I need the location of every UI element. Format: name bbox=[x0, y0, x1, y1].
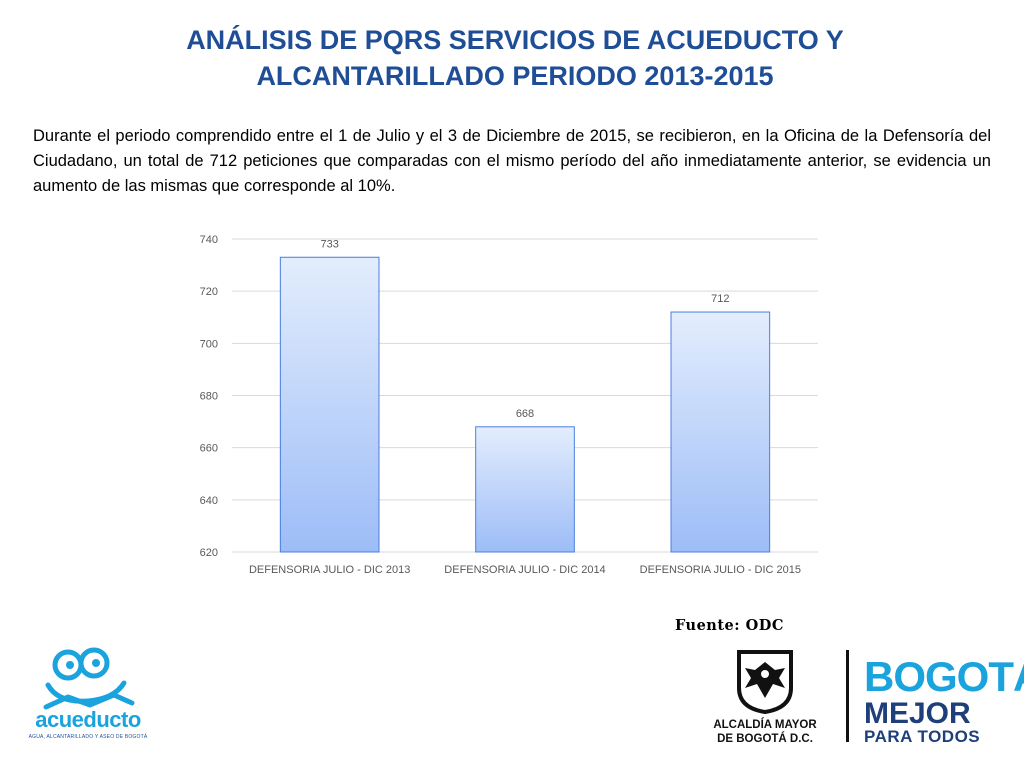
y-tick-label: 700 bbox=[200, 338, 218, 350]
acueducto-logo: acueducto AGUA, ALCANTARILLADO Y ASEO DE… bbox=[28, 645, 148, 750]
x-tick-label: DEFENSORIA JULIO - DIC 2013 bbox=[249, 564, 410, 576]
coat-of-arms-icon bbox=[737, 650, 793, 714]
y-tick-label: 680 bbox=[200, 391, 218, 403]
y-tick-label: 620 bbox=[200, 547, 218, 559]
alcaldia-logo: ALCALDÍA MAYOR DE BOGOTÁ D.C. bbox=[705, 648, 825, 748]
logo-divider bbox=[846, 650, 849, 742]
bar bbox=[670, 311, 771, 553]
data-label: 733 bbox=[320, 238, 338, 250]
bogota-mejor-logo: BOGOTÁ MEJOR PARA TODOS bbox=[862, 645, 1024, 750]
bogota-line-3: PARA TODOS bbox=[864, 727, 981, 746]
bogota-line-1: BOGOTÁ bbox=[864, 653, 1024, 700]
x-axis-labels: DEFENSORIA JULIO - DIC 2013 DEFENSORIA JU… bbox=[249, 564, 801, 576]
x-tick-label: DEFENSORIA JULIO - DIC 2014 bbox=[444, 564, 605, 576]
title-line-2: ALCANTARILLADO PERIODO 2013-2015 bbox=[256, 61, 774, 91]
y-tick-label: 740 bbox=[200, 234, 218, 246]
bar bbox=[279, 256, 380, 553]
bar bbox=[475, 426, 575, 553]
y-tick-label: 640 bbox=[200, 495, 218, 507]
alcaldia-caption: ALCALDÍA MAYOR DE BOGOTÁ D.C. bbox=[705, 718, 825, 746]
y-axis-ticks: 620 640 660 680 700 720 740 bbox=[200, 234, 218, 559]
intro-paragraph: Durante el periodo comprendido entre el … bbox=[33, 127, 991, 195]
acueducto-tagline: AGUA, ALCANTARILLADO Y ASEO DE BOGOTÁ bbox=[28, 734, 148, 740]
data-labels: 733 668 712 bbox=[320, 238, 729, 420]
data-label: 668 bbox=[516, 408, 534, 420]
page-title: ANÁLISIS DE PQRS SERVICIOS DE ACUEDUCTO … bbox=[130, 22, 900, 94]
x-tick-label: DEFENSORIA JULIO - DIC 2015 bbox=[640, 564, 801, 576]
alcaldia-line-2: DE BOGOTÁ D.C. bbox=[717, 733, 813, 745]
y-tick-label: 720 bbox=[200, 286, 218, 298]
source-note: Fuente: ODC bbox=[675, 617, 784, 634]
alcaldia-line-1: ALCALDÍA MAYOR bbox=[713, 719, 817, 731]
bars bbox=[279, 256, 771, 553]
y-tick-label: 660 bbox=[200, 443, 218, 455]
bogota-line-2: MEJOR bbox=[864, 697, 971, 730]
title-line-1: ANÁLISIS DE PQRS SERVICIOS DE ACUEDUCTO … bbox=[186, 25, 844, 55]
acueducto-wordmark: acueducto bbox=[35, 707, 141, 732]
data-label: 712 bbox=[711, 293, 729, 305]
frog-icon bbox=[43, 647, 135, 710]
bar-chart: 620 640 660 680 700 720 740 733 668 712 DEFENSOR… bbox=[200, 234, 818, 576]
